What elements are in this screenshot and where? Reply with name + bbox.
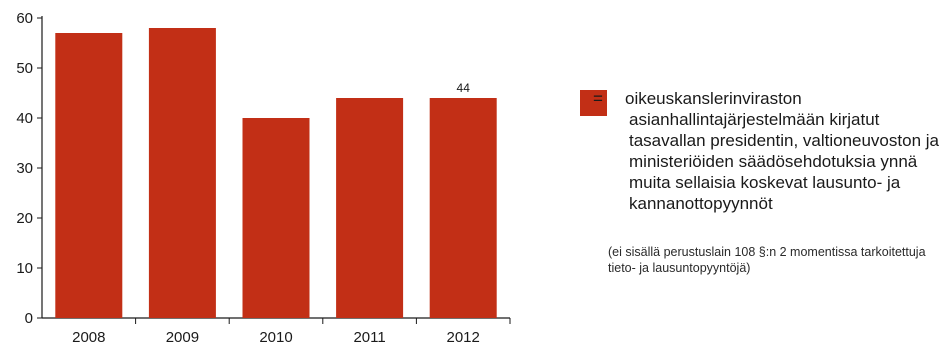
y-tick-label: 60 xyxy=(16,10,33,27)
x-tick-label: 2010 xyxy=(259,329,292,346)
bar xyxy=(336,98,404,318)
bar xyxy=(55,33,123,318)
y-tick-label: 40 xyxy=(16,110,33,127)
x-tick-label: 2012 xyxy=(447,329,480,346)
legend-equals-sign: = xyxy=(593,89,603,108)
legend-text-block: = oikeuskanslerinviraston asianhallintajä… xyxy=(593,88,950,214)
bar-chart: 0 10 20 30 40 50 60 2008 2009 2010 2011 2012 44 xyxy=(16,10,511,346)
legend: = oikeuskanslerinviraston asianhallintajä… xyxy=(580,88,950,276)
y-tick-label: 10 xyxy=(16,260,33,277)
bar xyxy=(148,28,216,318)
data-label: 44 xyxy=(457,81,471,95)
bar xyxy=(242,118,310,318)
x-tick-label: 2008 xyxy=(72,329,105,346)
y-tick-label: 30 xyxy=(16,160,33,177)
x-tick-label: 2011 xyxy=(353,329,385,346)
chart-labels: 0 10 20 30 40 50 60 2008 2009 2010 2011 2012 44 xyxy=(16,10,480,346)
legend-swatch xyxy=(580,90,607,116)
x-tick-label: 2009 xyxy=(166,329,199,346)
y-tick-label: 0 xyxy=(25,310,33,327)
chart-bars xyxy=(55,28,497,318)
legend-note: (ei sisällä perustuslain 108 §:n 2 momen… xyxy=(608,245,926,275)
legend-entry: = oikeuskanslerinviraston asianhallintajä… xyxy=(580,88,950,214)
legend-label: oikeuskanslerinviraston asianhallintajär… xyxy=(625,89,939,213)
y-tick-label: 20 xyxy=(16,210,33,227)
bar xyxy=(429,98,497,318)
y-tick-label: 50 xyxy=(16,60,33,77)
